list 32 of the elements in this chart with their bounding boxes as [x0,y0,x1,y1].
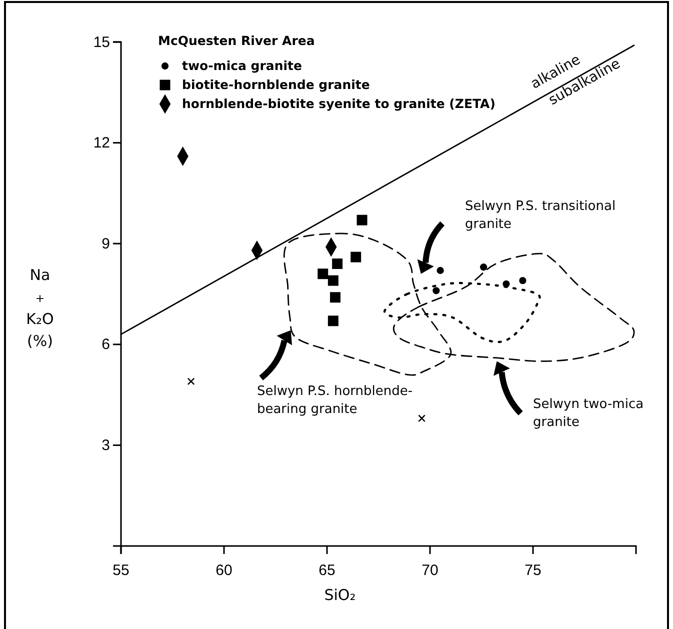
x-axis-title: SiO₂ [324,586,356,604]
point [330,292,340,303]
y-axis-title: Na + K₂O (%) [26,266,54,350]
point [519,277,526,284]
point [350,252,362,262]
point [436,266,444,274]
annotation: Selwyn P.S. transitional granite [465,199,616,232]
point [432,287,440,294]
annotation: Selwyn P.S. hornblende- bearing granite [256,384,413,417]
x-tick-label: 60 [216,562,232,579]
annotation: Selwyn two-mica granite [533,397,644,430]
y-tick-label: 9 [102,235,110,252]
x-tick-label: 55 [112,562,130,579]
point [328,316,338,326]
point [328,275,338,286]
y-tick-label: 12 [93,134,110,152]
legend-label: biotite-hornblende granite [182,77,370,92]
legend-label: two-mica granite [182,58,302,73]
point [480,264,488,271]
y-tick-label: 15 [93,34,110,51]
point [332,258,343,270]
point [318,268,328,280]
legend-label: hornblende-biotite syenite to granite (ZETA) [182,96,496,111]
point [356,214,368,226]
legend-title: McQuesten River Area [158,33,315,48]
point [502,280,510,288]
x-tick-label: 65 [318,562,336,579]
x-tick-label: 70 [422,562,438,579]
x-tick-label: 75 [524,562,542,579]
y-tick-label: 6 [102,336,110,354]
point [188,378,195,385]
y-tick-label: 3 [102,437,110,454]
